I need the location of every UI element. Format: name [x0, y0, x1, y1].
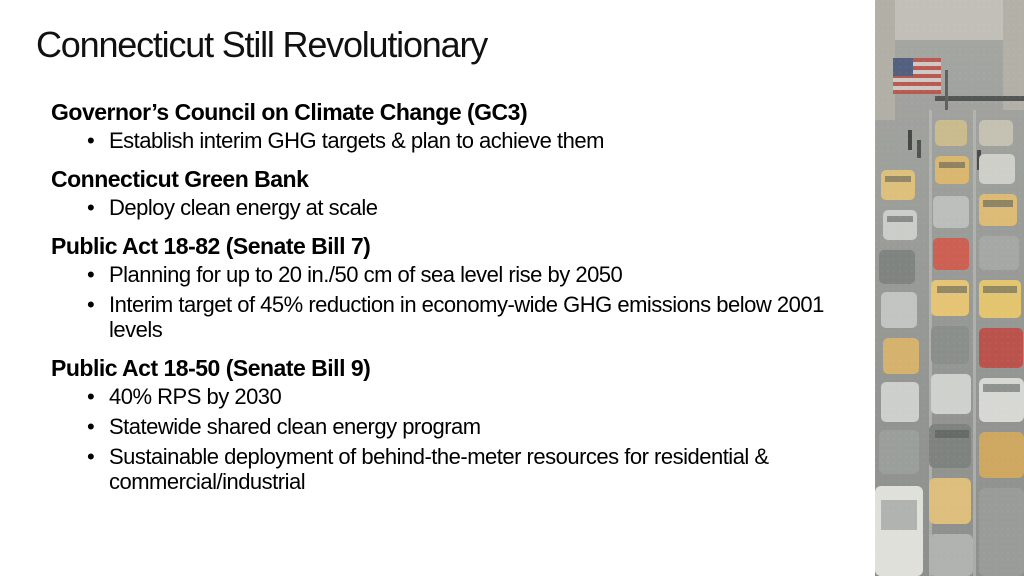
- bullet-text: Sustainable deployment of behind-the-met…: [109, 444, 769, 494]
- section-public-act-18-50: Public Act 18-50 (Senate Bill 9) • 40% RP…: [51, 352, 851, 494]
- section-heading: Governor’s Council on Climate Change (GC…: [51, 99, 528, 125]
- slide-title: Connecticut Still Revolutionary: [36, 24, 488, 65]
- section-heading: Public Act 18-82 (Senate Bill 7): [51, 233, 371, 259]
- bullet-text: Establish interim GHG targets & plan to …: [109, 128, 604, 153]
- bullet-list: • Establish interim GHG targets & plan to…: [51, 128, 851, 153]
- section-public-act-18-82: Public Act 18-82 (Senate Bill 7) • Planni…: [51, 230, 851, 342]
- bullet-icon: •: [87, 262, 95, 287]
- bullet-item: • Establish interim GHG targets & plan to…: [51, 128, 851, 153]
- bullet-item: • Sustainable deployment of behind-the-me…: [51, 444, 851, 494]
- bullet-item: • Deploy clean energy at scale: [51, 195, 851, 220]
- slide-content: Governor’s Council on Climate Change (GC…: [51, 96, 851, 504]
- bullet-icon: •: [87, 414, 95, 439]
- bullet-icon: •: [87, 195, 95, 220]
- section-heading: Connecticut Green Bank: [51, 166, 309, 192]
- traffic-illustration: [875, 0, 1024, 576]
- section-green-bank: Connecticut Green Bank • Deploy clean ene…: [51, 163, 851, 220]
- bullet-icon: •: [87, 384, 95, 409]
- section-heading: Public Act 18-50 (Senate Bill 9): [51, 355, 371, 381]
- bullet-icon: •: [87, 292, 95, 317]
- bullet-item: • Interim target of 45% reduction in econ…: [51, 292, 851, 342]
- bullet-item: • Planning for up to 20 in./50 cm of sea …: [51, 262, 851, 287]
- street-traffic-photo: [875, 0, 1024, 576]
- section-gc3: Governor’s Council on Climate Change (GC…: [51, 96, 851, 153]
- bullet-text: 40% RPS by 2030: [109, 384, 282, 409]
- bullet-text: Planning for up to 20 in./50 cm of sea l…: [109, 262, 623, 287]
- bullet-list: • Planning for up to 20 in./50 cm of sea …: [51, 262, 851, 342]
- bullet-list: • 40% RPS by 2030 • Statewide shared clean…: [51, 384, 851, 494]
- bullet-text: Statewide shared clean energy program: [109, 414, 481, 439]
- bullet-text: Interim target of 45% reduction in econo…: [109, 292, 824, 342]
- bullet-icon: •: [87, 444, 95, 469]
- bullet-icon: •: [87, 128, 95, 153]
- bullet-item: • 40% RPS by 2030: [51, 384, 851, 409]
- bullet-list: • Deploy clean energy at scale: [51, 195, 851, 220]
- bullet-item: • Statewide shared clean energy program: [51, 414, 851, 439]
- bullet-text: Deploy clean energy at scale: [109, 195, 378, 220]
